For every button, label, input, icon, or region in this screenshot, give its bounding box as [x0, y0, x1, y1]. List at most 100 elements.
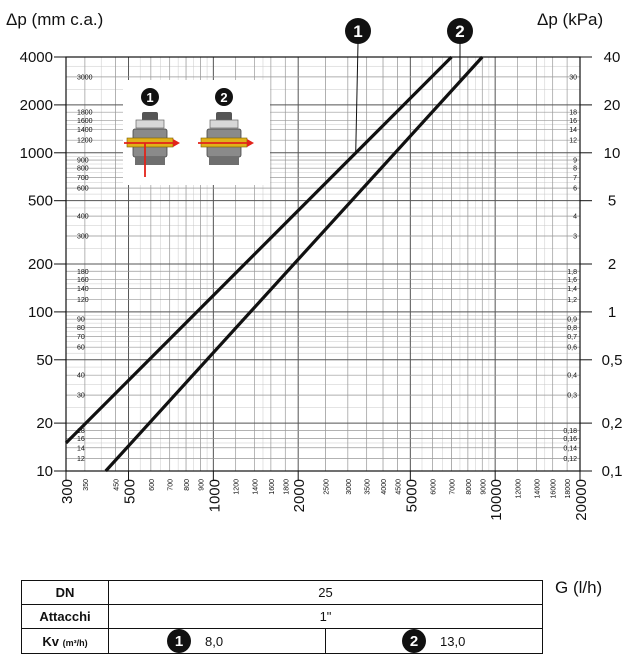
y-right-minor-tick-label: 0,18 [563, 428, 577, 435]
x-minor-tick-label: 1800 [283, 479, 290, 495]
y-left-minor-tick-label: 14 [77, 445, 85, 452]
illustration-marker-2 [215, 88, 233, 106]
x-minor-tick-label: 3500 [365, 479, 372, 495]
series-marker-label-1: 1 [353, 22, 362, 41]
y-right-minor-tick-label: 0,8 [567, 325, 577, 332]
kv2-value: 13,0 [440, 633, 466, 649]
y-left-tick-label: 100 [28, 304, 53, 321]
y-right-axis-title: Δp (kPa) [537, 10, 604, 29]
y-left-minor-tick-label: 400 [77, 214, 89, 221]
y-left-minor-tick-label: 1800 [77, 110, 93, 117]
y-right-minor-tick-label: 30 [569, 74, 577, 81]
dn-label: DN [21, 580, 109, 605]
y-right-tick-label: 2 [608, 256, 616, 273]
illustration-marker-label-1: 1 [146, 90, 153, 105]
kv2-marker-icon: 2 [402, 629, 426, 653]
y-right-minor-tick-label: 3 [573, 233, 577, 240]
y-right-minor-tick-label: 0,7 [567, 334, 577, 341]
x-tick-label: 5000 [403, 479, 420, 512]
x-minor-tick-label: 2500 [323, 479, 330, 495]
x-minor-tick-label: 14000 [534, 479, 541, 499]
valve-base-icon [209, 157, 239, 165]
series-marker-1 [345, 18, 371, 44]
y-right-minor-tick-label: 0,14 [563, 445, 577, 452]
y-right-minor-tick-label: 14 [569, 127, 577, 134]
y-right-minor-tick-label: 12 [569, 138, 577, 145]
y-right-tick-label: 1 [608, 304, 616, 321]
y-right-minor-tick-label: 6 [573, 186, 577, 193]
x-minor-tick-label: 8000 [466, 479, 473, 495]
kv2-cell: 2 13,0 [325, 628, 543, 654]
table-row-dn: DN 25 [21, 580, 543, 605]
series-leader-line-1 [355, 42, 359, 153]
y-left-minor-tick-label: 16 [77, 436, 85, 443]
kv1-marker-icon: 1 [167, 629, 191, 653]
y-left-minor-tick-label: 1200 [77, 138, 93, 145]
x-minor-tick-label: 18000 [565, 479, 572, 499]
y-right-minor-tick-label: 18 [569, 110, 577, 117]
x-minor-tick-label: 6000 [431, 479, 438, 495]
y-right-minor-tick-label: 0,4 [567, 373, 577, 380]
spec-table: DN 25 Attacchi 1" Kv (m³/h) 1 8,0 2 13,0 [21, 580, 543, 654]
y-right-minor-tick-label: 0,3 [567, 393, 577, 400]
attacchi-value: 1" [108, 604, 543, 629]
kv-unit: (m³/h) [62, 637, 88, 648]
y-left-minor-tick-label: 30 [77, 393, 85, 400]
table-row-kv: Kv (m³/h) 1 8,0 2 13,0 [21, 628, 543, 654]
kv-label-cell: Kv (m³/h) [21, 628, 109, 654]
kv1-value: 8,0 [205, 633, 224, 649]
y-left-minor-tick-label: 60 [77, 345, 85, 352]
valve-head-icon [216, 112, 232, 122]
y-right-tick-label: 5 [608, 193, 616, 210]
y-left-tick-label: 500 [28, 193, 53, 210]
y-left-minor-tick-label: 120 [77, 297, 89, 304]
x-tick-label: 1000 [206, 479, 223, 512]
illustration-marker-1 [141, 88, 159, 106]
y-right-minor-tick-label: 9 [573, 158, 577, 165]
y-left-tick-label: 50 [36, 352, 53, 369]
y-left-tick-label: 4000 [20, 49, 53, 66]
x-tick-label: 10000 [488, 479, 505, 521]
y-left-minor-tick-label: 70 [77, 334, 85, 341]
kv-label: Kv [42, 633, 59, 649]
flow-arrowhead-icon [247, 139, 254, 147]
x-minor-tick-label: 1200 [234, 479, 241, 495]
series-line-1 [64, 55, 453, 445]
x-minor-tick-label: 1400 [253, 479, 260, 495]
x-minor-tick-label: 350 [83, 479, 90, 491]
y-right-minor-tick-label: 1,8 [567, 269, 577, 276]
y-left-minor-tick-label: 1400 [77, 127, 93, 134]
y-left-tick-label: 10 [36, 463, 53, 480]
y-left-minor-tick-label: 180 [77, 269, 89, 276]
y-right-tick-label: 40 [604, 49, 621, 66]
y-left-minor-tick-label: 900 [77, 158, 89, 165]
y-right-tick-label: 0,2 [602, 415, 623, 432]
x-minor-tick-label: 1600 [269, 479, 276, 495]
y-left-axis-title: Δp (mm c.a.) [6, 10, 104, 29]
y-right-minor-tick-label: 1,2 [567, 297, 577, 304]
y-right-minor-tick-label: 4 [573, 214, 577, 221]
y-left-minor-tick-label: 40 [77, 373, 85, 380]
x-minor-tick-label: 3000 [346, 479, 353, 495]
y-right-minor-tick-label: 0,6 [567, 345, 577, 352]
valve-head-icon [142, 112, 158, 122]
y-right-minor-tick-label: 0,12 [563, 456, 577, 463]
x-tick-label: 300 [59, 479, 76, 504]
y-right-minor-tick-label: 16 [569, 118, 577, 125]
illustration-marker-label-2: 2 [220, 90, 227, 105]
y-left-minor-tick-label: 1600 [77, 118, 93, 125]
x-axis-title: G (l/h) [555, 578, 603, 597]
dn-value: 25 [108, 580, 543, 605]
y-left-tick-label: 2000 [20, 97, 53, 114]
series-marker-2 [447, 18, 473, 44]
x-minor-tick-label: 800 [184, 479, 191, 491]
x-minor-tick-label: 600 [149, 479, 156, 491]
y-right-tick-label: 0,5 [602, 352, 623, 369]
y-left-minor-tick-label: 12 [77, 456, 85, 463]
x-minor-tick-label: 4500 [395, 479, 402, 495]
y-left-minor-tick-label: 300 [77, 233, 89, 240]
series-line-2 [104, 55, 484, 473]
y-left-tick-label: 20 [36, 415, 53, 432]
y-left-minor-tick-label: 140 [77, 286, 89, 293]
y-right-tick-label: 20 [604, 97, 621, 114]
